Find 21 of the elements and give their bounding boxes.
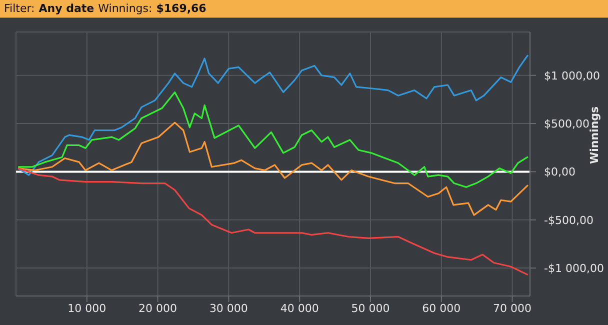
line-series (17, 54, 529, 176)
line-series (17, 122, 529, 216)
y-tick-label: $1 000,00 (544, 69, 600, 82)
x-tick-label: 20 000 (138, 302, 178, 315)
y-tick-label: $0,00 (544, 166, 576, 179)
line-series (17, 168, 529, 276)
y-tick-label: $500,00 (544, 118, 590, 131)
x-tick-label: 40 000 (280, 302, 319, 315)
x-tick-label: 60 000 (422, 302, 461, 315)
text: $169,66 (156, 2, 206, 15)
text: Filter: (4, 2, 35, 15)
x-tick-label: 10 000 (68, 302, 106, 315)
x-tick-label: 70 000 (493, 302, 532, 315)
y-tick-label: -$1 000,00 (544, 262, 604, 276)
x-tick-label: 30 000 (209, 302, 248, 315)
line-series (17, 91, 529, 188)
y-tick-label: -$500,00 (544, 214, 594, 227)
y-axis-title: Winnings (588, 106, 601, 164)
x-tick-label: 50 000 (351, 302, 390, 315)
text: Any date (38, 2, 94, 15)
text: Winnings: (98, 2, 152, 15)
